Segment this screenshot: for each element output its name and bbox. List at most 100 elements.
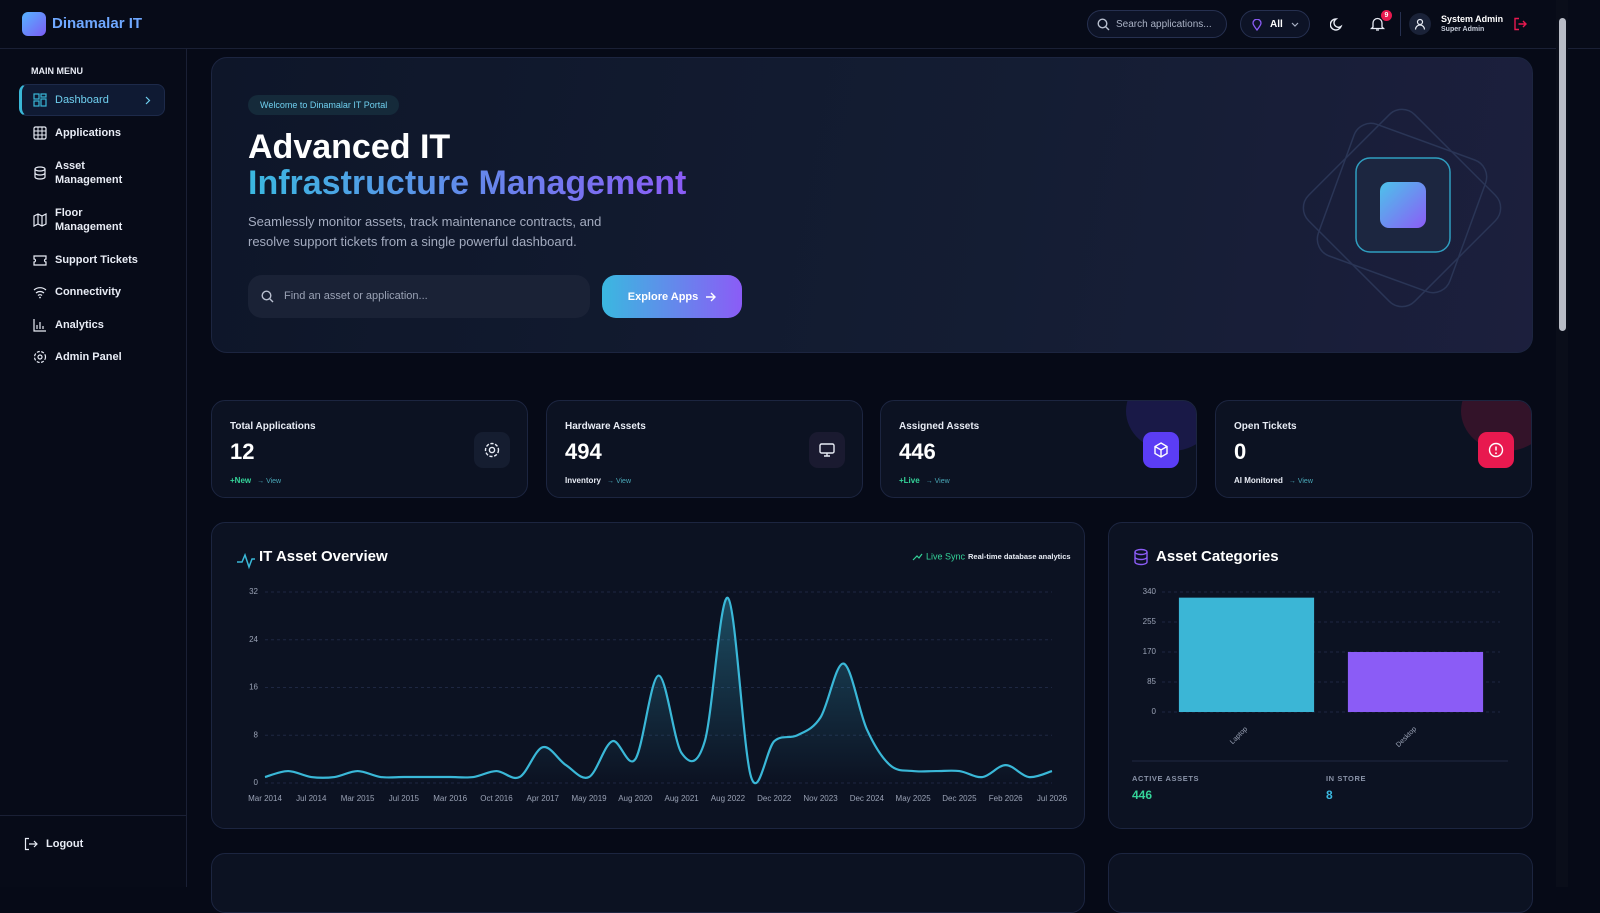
x-tick-label: May 2025 xyxy=(896,794,932,803)
nav-label: Logout xyxy=(46,838,84,850)
nav-assets[interactable]: Asset Management xyxy=(33,159,125,187)
stat-link[interactable]: → View xyxy=(1288,478,1313,485)
location-value: All xyxy=(1270,19,1283,30)
line xyxy=(264,596,1053,785)
sign-out[interactable] xyxy=(1513,17,1528,31)
stat-card[interactable]: Assigned Assets 446 +Live → View xyxy=(880,400,1197,498)
x-tick-label: Aug 2021 xyxy=(665,794,700,803)
x-tick-label: Jul 2014 xyxy=(296,794,327,803)
stat-label: Open Tickets xyxy=(1234,421,1297,432)
icon xyxy=(819,443,835,457)
x-tick-label: Aug 2020 xyxy=(618,794,653,803)
y-tick-label: 0 xyxy=(1152,707,1157,716)
stat-value: 12 xyxy=(230,439,255,464)
nav-chevron xyxy=(145,96,151,105)
stat-value: 446 xyxy=(899,439,936,464)
nav-label: Analytics xyxy=(55,319,104,331)
button-label: Explore Apps xyxy=(627,290,699,303)
active-item-bg[interactable] xyxy=(19,84,165,116)
nav-connectivity[interactable]: Connectivity xyxy=(33,285,145,299)
stat-icon xyxy=(1478,432,1514,468)
divider xyxy=(1400,12,1401,36)
stat-footer: AI Monitored → View xyxy=(1234,470,1313,488)
stat-card[interactable]: Open Tickets 0 AI Monitored → View xyxy=(1215,400,1532,498)
stat-value: 0 xyxy=(1234,439,1247,464)
db-icon xyxy=(1134,548,1148,556)
logout[interactable]: Logout xyxy=(24,837,116,851)
y-tick-label: 24 xyxy=(249,635,258,644)
logo xyxy=(22,12,46,36)
search-placeholder: Search applications... xyxy=(1116,19,1212,30)
sidebar-divider xyxy=(0,815,186,816)
search-box[interactable]: Search applications... xyxy=(1087,10,1227,38)
hero-badge: Welcome to Dinamalar IT Portal xyxy=(248,95,400,115)
nav-analytics[interactable]: Analytics xyxy=(33,318,125,332)
y-tick-label: 16 xyxy=(249,683,258,692)
search-icon xyxy=(261,290,274,303)
chart-subtitle: Real-time database analytics xyxy=(968,552,1071,561)
nav-icon xyxy=(33,213,47,227)
scroll-thumb[interactable] xyxy=(1559,18,1566,331)
nav-label: Asset Management xyxy=(55,160,123,186)
x-tick-label: Mar 2015 xyxy=(341,794,375,803)
location-filter[interactable]: All xyxy=(1240,10,1310,38)
chart-title: Asset Categories xyxy=(1156,548,1279,565)
nav-admin[interactable]: Admin Panel xyxy=(33,350,125,364)
icon xyxy=(1154,442,1168,458)
pulse-icon xyxy=(237,552,255,570)
user-icon xyxy=(1414,18,1426,30)
icon xyxy=(1488,442,1504,458)
notifications[interactable] xyxy=(1370,16,1386,32)
hero-search[interactable]: Find an asset or application... xyxy=(248,275,590,318)
y-tick-label: 85 xyxy=(1147,677,1156,686)
stat-note: +New xyxy=(230,476,252,485)
live-badge: Live Sync xyxy=(926,551,966,561)
x-tick-label: Dec 2024 xyxy=(850,794,885,803)
user-role: Super Admin xyxy=(1441,26,1485,33)
stat-card[interactable]: Total Applications 12 +New → View xyxy=(211,400,528,498)
charts-layer: IT Asset Overview Live Sync Real-time da… xyxy=(237,548,1508,803)
nav-icon xyxy=(33,350,47,364)
stat-link[interactable]: → View xyxy=(925,478,950,485)
hero-decoration xyxy=(1302,108,1502,308)
nav-icon xyxy=(34,166,46,180)
x-tick-label: Mar 2014 xyxy=(248,794,282,803)
stat-footer: +New → View xyxy=(230,470,281,488)
nav-label: Connectivity xyxy=(55,286,122,298)
nav-dashboard[interactable]: Dashboard xyxy=(33,93,125,107)
menu-heading: MAIN MENU xyxy=(31,66,83,76)
nav-applications[interactable]: Applications xyxy=(33,126,125,140)
chevron xyxy=(1291,22,1299,27)
stat-note: Inventory xyxy=(565,476,602,485)
nav-icon xyxy=(33,287,47,299)
stat-card[interactable]: Hardware Assets 494 Inventory → View xyxy=(546,400,863,498)
stat-link[interactable]: → View xyxy=(607,478,632,485)
notification-badge: 9 xyxy=(1381,10,1392,21)
hero-title-accent: Infrastructure Management xyxy=(248,164,687,202)
footer-value: 8 xyxy=(1326,788,1333,802)
nav-icon xyxy=(33,255,47,266)
stat-icon xyxy=(809,432,845,468)
x-tick-label: Feb 2026 xyxy=(989,794,1023,803)
explore-button[interactable]: Explore Apps xyxy=(602,275,742,318)
top-bar xyxy=(0,0,1600,49)
bar xyxy=(1347,652,1484,712)
nav-floor[interactable]: Floor Management xyxy=(33,206,125,234)
theme-toggle[interactable] xyxy=(1330,17,1345,32)
stat-note: +Live xyxy=(899,476,920,485)
nav-label: Admin Panel xyxy=(55,351,122,363)
x-tick-label: Dec 2025 xyxy=(942,794,977,803)
icon xyxy=(484,442,500,458)
y-tick-label: 8 xyxy=(254,730,259,739)
stat-value: 494 xyxy=(565,439,602,464)
x-tick-label: Jul 2015 xyxy=(389,794,420,803)
stat-link[interactable]: → View xyxy=(257,478,282,485)
hero-description: Seamlessly monitor assets, track mainten… xyxy=(248,214,602,249)
y-tick-label: 340 xyxy=(1143,587,1157,596)
nav-tickets[interactable]: Support Tickets xyxy=(33,253,145,267)
avatar[interactable] xyxy=(1409,13,1431,35)
x-tick-label: Oct 2016 xyxy=(480,794,513,803)
x-tick-label: Mar 2016 xyxy=(433,794,467,803)
nav-label: Support Tickets xyxy=(55,254,138,266)
x-tick-label: Jul 2026 xyxy=(1037,794,1068,803)
